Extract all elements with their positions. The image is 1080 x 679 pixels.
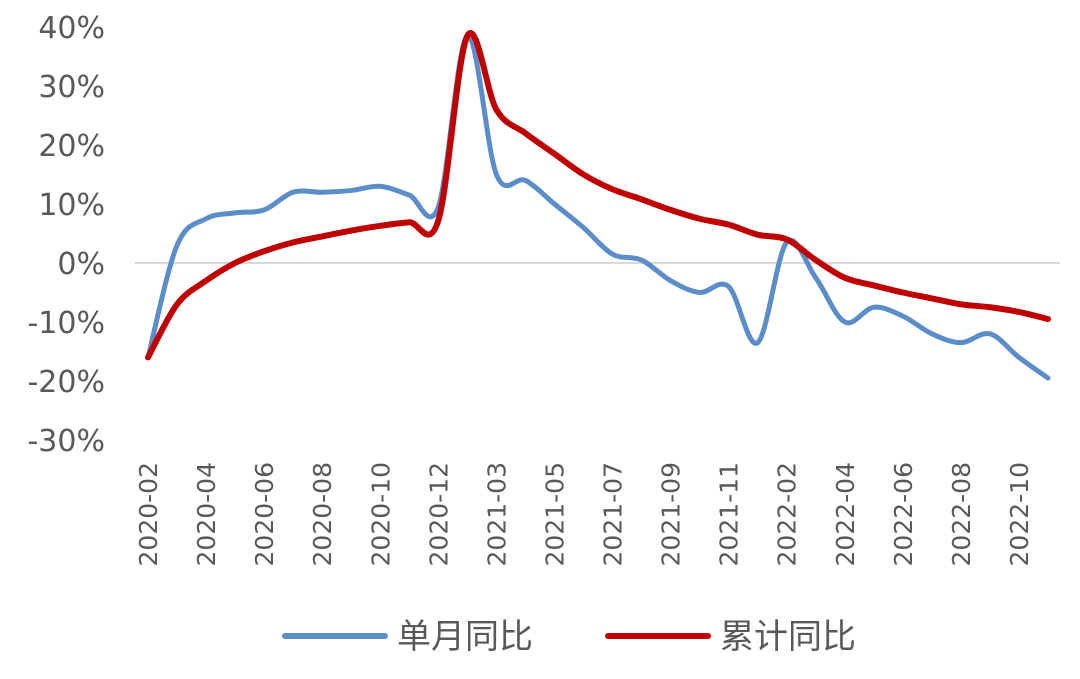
series-line-2 xyxy=(145,30,1051,361)
y-tick-label: -30% xyxy=(27,424,105,459)
series-line-1 xyxy=(145,33,1051,381)
y-tick-label: 10% xyxy=(38,188,105,223)
x-tick-label: 2022-04 xyxy=(831,462,860,566)
x-axis: 2020-02 2020-04 2020-06 2020-08 2020-10 2020-… xyxy=(134,462,1034,566)
y-axis: 40% 30% 20% 10% 0% -10% -20% -30% xyxy=(27,11,1060,459)
x-tick-label: 2021-03 xyxy=(482,462,511,566)
y-tick-label: 30% xyxy=(38,70,105,105)
x-tick-label: 2020-06 xyxy=(250,462,279,566)
x-tick-label: 2020-02 xyxy=(134,462,163,566)
y-tick-label: -10% xyxy=(27,306,105,341)
x-tick-label: 2020-10 xyxy=(366,462,395,566)
x-tick-label: 2021-05 xyxy=(540,462,569,566)
y-tick-label: 40% xyxy=(38,11,105,46)
legend-label-1: 单月同比 xyxy=(397,617,533,657)
x-tick-label: 2022-06 xyxy=(889,462,918,566)
x-tick-label: 2022-02 xyxy=(773,462,802,566)
y-tick-label: -20% xyxy=(27,365,105,400)
y-tick-label: 0% xyxy=(57,247,105,282)
x-tick-label: 2021-09 xyxy=(657,462,686,566)
x-tick-label: 2021-11 xyxy=(715,462,744,566)
x-tick-label: 2020-12 xyxy=(424,462,453,566)
legend: 单月同比 累计同比 xyxy=(282,617,856,657)
x-tick-label: 2022-08 xyxy=(947,462,976,566)
legend-label-2: 累计同比 xyxy=(720,617,856,657)
x-tick-label: 2021-07 xyxy=(599,462,628,566)
x-tick-label: 2020-08 xyxy=(308,462,337,566)
x-tick-label: 2022-10 xyxy=(1005,462,1034,566)
y-tick-label: 20% xyxy=(38,129,105,164)
series-layer xyxy=(145,30,1051,381)
x-tick-label: 2020-04 xyxy=(192,462,221,566)
